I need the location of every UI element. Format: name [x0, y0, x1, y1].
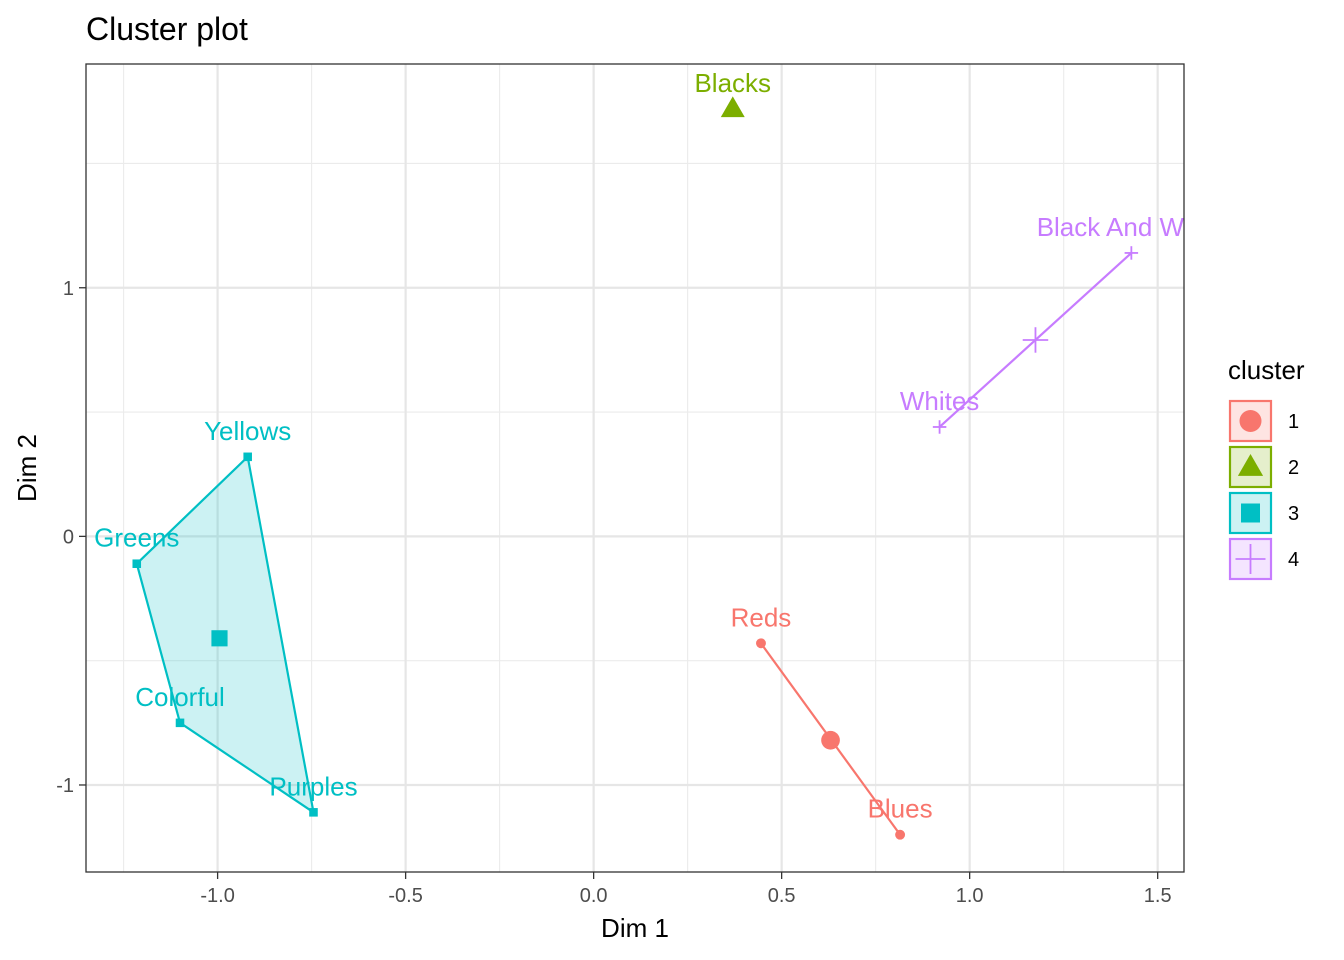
legend-label: 1 [1288, 411, 1299, 433]
point-label: Greens [94, 523, 179, 553]
cluster-points [132, 96, 1139, 840]
point-label: Whites [900, 386, 979, 416]
point-label: Blues [868, 794, 933, 824]
point-label: Black And White [1037, 212, 1226, 242]
point-black-and-white [1124, 246, 1139, 260]
point-label: Blacks [694, 68, 771, 98]
legend-title: cluster [1228, 355, 1305, 385]
y-tick-label: 0 [63, 526, 74, 548]
grid-lines [86, 64, 1184, 872]
point-purples [309, 808, 318, 817]
legend-triangle-icon [1237, 453, 1264, 476]
legend-circle-icon [1239, 410, 1262, 432]
cluster-3-centroid [211, 630, 228, 647]
point-label: Yellows [204, 416, 291, 446]
x-axis-title: Dim 1 [601, 913, 669, 943]
y-axis-title: Dim 2 [12, 434, 42, 502]
panel-border [85, 63, 1185, 873]
point-label: Colorful [135, 682, 225, 712]
x-axis: -1.0 -0.5 0.0 0.5 1.0 1.5 [200, 872, 1172, 907]
legend-label: 3 [1288, 503, 1299, 525]
legend-label: 2 [1288, 457, 1299, 479]
point-whites [932, 420, 947, 434]
cluster-4-centroid [1022, 327, 1049, 353]
plot-panel [86, 64, 1184, 872]
x-tick-label: -1.0 [200, 885, 234, 907]
point-greens [132, 559, 142, 568]
x-tick-label: 1.5 [1144, 885, 1172, 907]
legend-plus-icon [1235, 544, 1266, 574]
legend-item-2: 2 [1228, 445, 1299, 489]
point-reds [756, 638, 766, 649]
legend: cluster 1 2 3 4 [1228, 355, 1305, 581]
legend-item-1: 1 [1228, 399, 1299, 443]
y-axis: -1 0 1 [56, 278, 86, 797]
x-tick-label: -0.5 [388, 885, 422, 907]
legend-item-4: 4 [1228, 537, 1299, 581]
x-tick-label: 0.5 [768, 885, 796, 907]
legend-square-icon [1241, 503, 1260, 523]
legend-item-3: 3 [1228, 491, 1299, 535]
point-label: Reds [731, 602, 792, 632]
point-labels: Reds Blues Blacks Yellows Greens Colorful Purp… [94, 68, 1226, 824]
y-tick-label: 1 [63, 278, 74, 300]
point-yellows [243, 452, 252, 462]
point-label: Purples [269, 771, 357, 801]
cluster-1-centroid [821, 730, 840, 750]
chart-title: Cluster plot [86, 11, 248, 47]
x-tick-label: 0.0 [580, 885, 608, 907]
x-tick-label: 1.0 [956, 885, 984, 907]
point-blues [895, 829, 906, 840]
point-colorful [175, 718, 185, 728]
y-tick-label: -1 [56, 775, 74, 797]
point-blacks [720, 96, 745, 118]
legend-label: 4 [1288, 549, 1299, 571]
